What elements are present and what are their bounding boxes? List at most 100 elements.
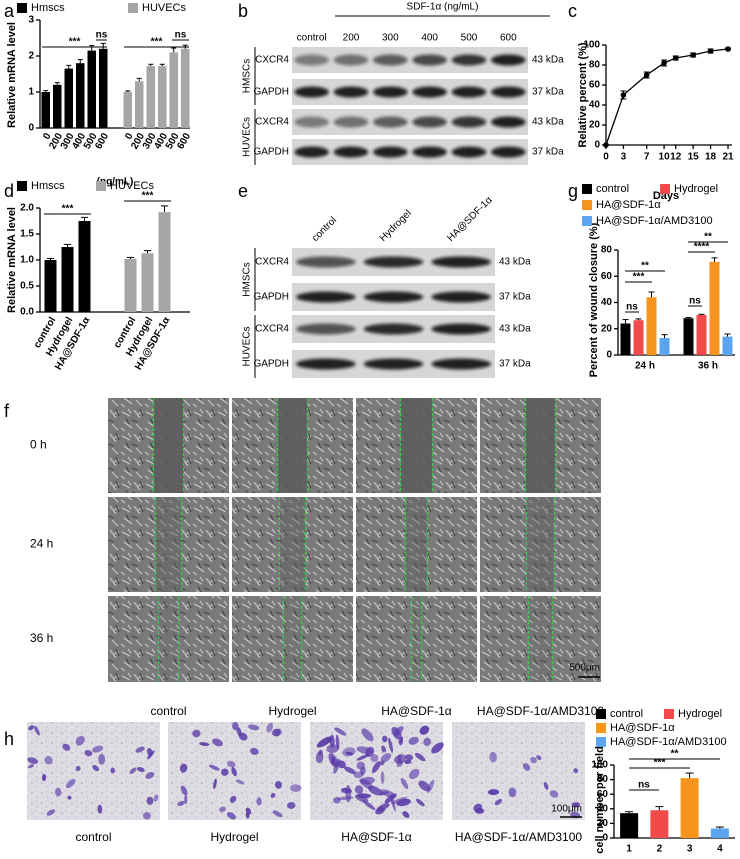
error-bar [125, 90, 131, 92]
stained-cell [192, 729, 201, 738]
stained-cell [199, 742, 210, 746]
stained-cell [256, 797, 262, 806]
point [643, 72, 650, 78]
bar [181, 48, 190, 128]
error-bar [77, 59, 83, 64]
legend-swatch [664, 709, 674, 719]
y-tick-label: 40 [589, 100, 601, 111]
significance-label: ns [175, 30, 187, 41]
stained-cell [356, 761, 366, 770]
stained-cell [418, 780, 431, 792]
scratch-area [525, 398, 556, 493]
band [363, 291, 424, 303]
stained-cell [213, 778, 217, 790]
legend-swatch [128, 3, 138, 13]
stained-cell [381, 735, 388, 743]
row-label: CXCR4 [255, 117, 289, 128]
significance-label: ** [671, 749, 679, 760]
stained-cell [55, 787, 62, 797]
error-bar [54, 82, 60, 85]
row-label: GAPDH [253, 359, 289, 370]
x-tick-label: 36 h [698, 361, 718, 372]
stained-cell [361, 728, 374, 742]
blot-strip [292, 47, 528, 73]
band [294, 146, 329, 158]
micrograph [108, 596, 229, 682]
y-tick-label: 20 [597, 818, 609, 829]
bar [696, 314, 707, 355]
group-label: HA@SDF-1α/AMD3100 [477, 704, 604, 718]
band [451, 146, 487, 158]
x-tick-label: 24 h [635, 361, 655, 372]
bar [53, 84, 62, 128]
stained-cell [405, 754, 414, 761]
y-tick-label: 1.0 [20, 255, 34, 266]
stained-cell [316, 736, 333, 748]
significance-label: ** [704, 232, 712, 243]
scratch-area [277, 398, 308, 493]
stained-cell [376, 803, 390, 812]
size-label: 37 kDa [499, 359, 531, 370]
band [373, 86, 408, 98]
error-bar [648, 291, 655, 298]
x-axis-label: Days [653, 190, 679, 202]
stained-cell [290, 784, 302, 792]
stained-cell [28, 764, 35, 769]
bar [158, 212, 171, 312]
band [373, 146, 408, 158]
stained-cell [543, 781, 549, 790]
bar [141, 253, 154, 312]
bar [99, 48, 108, 128]
group-label: control [150, 704, 186, 718]
band [451, 86, 487, 98]
legend-swatch [596, 723, 606, 733]
bar [78, 221, 91, 312]
bar [722, 336, 733, 355]
stained-cell [388, 737, 394, 753]
legend-swatch [582, 216, 592, 226]
stained-cell [221, 768, 229, 776]
stained-cell [98, 753, 106, 765]
group-label: HUVECs [242, 326, 253, 366]
stained-cell [92, 765, 100, 772]
panel-label: c [568, 1, 577, 21]
stained-cell [226, 812, 236, 820]
y-axis-label: Relative mRNA level [6, 207, 18, 313]
x-axis-label: (ng/mL) [97, 177, 134, 188]
stained-cell [177, 800, 185, 806]
significance-label: *** [151, 37, 163, 48]
bar [64, 68, 73, 128]
band [296, 256, 356, 268]
stained-cell [474, 808, 485, 814]
row-label: GAPDH [253, 292, 289, 303]
error-bar [136, 77, 142, 82]
stained-cell [248, 724, 260, 731]
stained-cell [272, 810, 283, 818]
lane-label: 200 [343, 33, 360, 44]
error-bar [143, 250, 152, 254]
stained-cell [380, 771, 385, 784]
legend-label: control [610, 708, 643, 720]
band [296, 291, 356, 303]
stained-cell [184, 794, 188, 805]
stained-cell [359, 778, 374, 790]
y-tick-label: 20 [601, 323, 613, 334]
bar [158, 66, 167, 128]
legend-label: Hmscs [31, 180, 65, 192]
bar [683, 318, 694, 355]
panel-label: h [4, 729, 14, 749]
band [294, 116, 329, 128]
stained-cell [287, 801, 296, 809]
stained-cell [326, 744, 339, 754]
size-label: 43 kDa [499, 324, 531, 335]
stained-cell [419, 725, 430, 735]
lane-label: 400 [421, 33, 438, 44]
stained-cell [91, 745, 104, 753]
stained-cell [431, 742, 444, 754]
micrograph [356, 596, 477, 682]
scratch-area [153, 398, 184, 493]
significance-label: *** [62, 204, 74, 215]
stained-cell [333, 758, 340, 774]
y-axis-label: Relative percent (%) [577, 42, 589, 147]
legend-swatch [596, 737, 606, 747]
